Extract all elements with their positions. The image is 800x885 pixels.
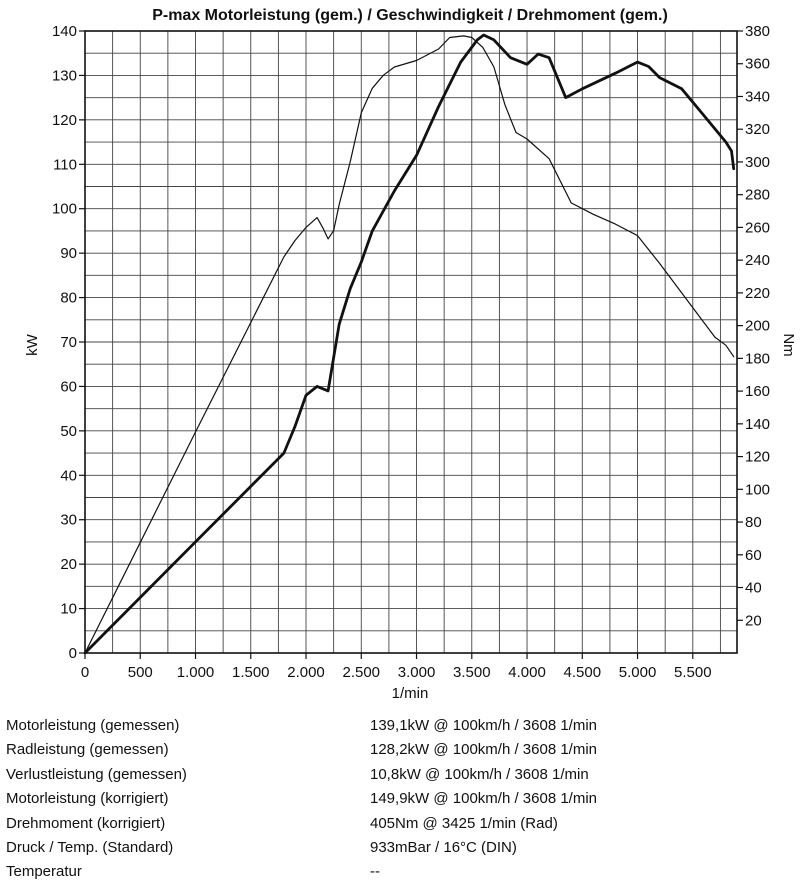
y2-tick-label: 120: [745, 449, 770, 466]
y-tick-label: 90: [60, 245, 77, 262]
y2-tick-label: 360: [745, 56, 770, 73]
y-tick-label: 110: [53, 156, 77, 173]
y2-tick-label: 260: [745, 219, 770, 236]
results-label: Motorleistung (korrigiert): [6, 790, 169, 808]
x-tick-label: 5.000: [619, 664, 657, 681]
y2-tick-label: 300: [745, 154, 770, 171]
x-tick-label: 2.500: [342, 664, 380, 681]
results-value: 10,8kW @ 100km/h / 3608 1/min: [370, 765, 589, 783]
dyno-chart: P-max Motorleistung (gem.) / Geschwindig…: [24, 7, 797, 702]
y-tick-label: 70: [60, 334, 77, 351]
y-tick-label: 80: [60, 290, 77, 307]
y2-tick-label: 100: [745, 481, 770, 498]
y2-tick-label: 180: [745, 350, 770, 367]
x-tick-label: 5.500: [674, 664, 712, 681]
x-tick-label: 3.000: [398, 664, 436, 681]
y2-tick-label: 60: [745, 547, 762, 564]
results-row: Drehmoment (korrigiert) 405Nm @ 3425 1/m…: [6, 812, 796, 836]
y2-tick-label: 40: [745, 580, 762, 597]
y-tick-label: 120: [52, 112, 77, 129]
y-tick-label: 140: [52, 23, 77, 40]
results-row: Druck / Temp. (Standard) 933mBar / 16°C …: [6, 836, 796, 860]
y2-tick-label: 20: [745, 612, 762, 629]
x-tick-label: 2.000: [287, 664, 325, 681]
results-row: Temperatur --: [6, 860, 796, 884]
y2-tick-label: 160: [745, 383, 770, 400]
results-label: Motorleistung (gemessen): [6, 717, 180, 734]
x-tick-label: 3.500: [453, 664, 491, 681]
x-tick-label: 4.500: [564, 664, 602, 681]
results-label: Temperatur: [6, 863, 82, 881]
results-label: Radleistung (gemessen): [6, 741, 169, 759]
results-row: Motorleistung (korrigiert) 149,9kW @ 100…: [6, 787, 796, 811]
power-line: [83, 33, 736, 655]
results-value: 149,9kW @ 100km/h / 3608 1/min: [370, 790, 598, 808]
results-value: 405Nm @ 3425 1/min (Rad): [370, 814, 558, 832]
x-tick-label: 1.500: [232, 664, 270, 681]
results-value: 139,1kW @ 100km/h / 3608 1/min: [370, 717, 598, 734]
results-row: Radleistung (gemessen) 128,2kW @ 100km/h…: [6, 738, 796, 762]
chart-title: P-max Motorleistung (gem.) / Geschwindig…: [152, 7, 668, 24]
x-tick-label: 0: [81, 664, 89, 681]
x-tick-label: 4.000: [508, 664, 546, 681]
torque-line: [84, 35, 735, 654]
results-label: Druck / Temp. (Standard): [6, 838, 174, 856]
y2-tick-label: 340: [745, 88, 770, 105]
results-value: --: [370, 863, 380, 881]
y-tick-label: 130: [52, 67, 77, 84]
y-tick-label: 20: [60, 556, 77, 573]
y-tick-label: 50: [60, 423, 77, 440]
y-tick-label: 0: [69, 645, 77, 662]
y2-tick-label: 200: [745, 318, 770, 335]
y-tick-label: 60: [60, 378, 77, 395]
x-axis-label: 1/min: [392, 685, 429, 702]
y-axis-right: 20 40 60 80 100 120 140 160 180 200 220 240 260 280 30…: [737, 23, 770, 629]
results-row: Verlustleistung (gemessen) 10,8kW @ 100k…: [6, 763, 796, 787]
x-tick-label: 500: [128, 664, 153, 681]
results-value: 933mBar / 16°C (DIN): [370, 838, 517, 856]
y-tick-label: 10: [60, 601, 77, 618]
y-tick-label: 30: [60, 512, 77, 529]
results-value: 128,2kW @ 100km/h / 3608 1/min: [370, 741, 598, 759]
y2-axis-label: Nm: [780, 333, 797, 356]
y-axis-left: 0 10 20 30 40 50 60 70 80 90 100 110 120 130 140: [52, 23, 85, 662]
y-tick-label: 100: [52, 201, 77, 218]
y2-tick-label: 220: [745, 285, 770, 302]
y2-tick-label: 320: [745, 121, 770, 138]
y2-tick-label: 80: [745, 514, 762, 531]
x-axis: 0 500 1.000 1.500 2.000 2.500 3.000 3.500 4.000 4…: [81, 653, 712, 681]
x-tick-label: 1.000: [177, 664, 215, 681]
y-tick-label: 40: [60, 467, 77, 484]
chart-grid: [85, 31, 737, 653]
results-table: Motorleistung (gemessen) 139,1kW @ 100km…: [6, 714, 796, 885]
y2-tick-label: 380: [745, 23, 770, 40]
results-label: Drehmoment (korrigiert): [6, 814, 166, 832]
results-row: Motorleistung (gemessen) 139,1kW @ 100km…: [6, 714, 796, 738]
series-layer: [83, 33, 736, 655]
y2-tick-label: 280: [745, 187, 770, 204]
y2-tick-label: 140: [745, 416, 770, 433]
y2-tick-label: 240: [745, 252, 770, 269]
results-label: Verlustleistung (gemessen): [6, 765, 187, 783]
y-axis-label: kW: [24, 333, 41, 356]
